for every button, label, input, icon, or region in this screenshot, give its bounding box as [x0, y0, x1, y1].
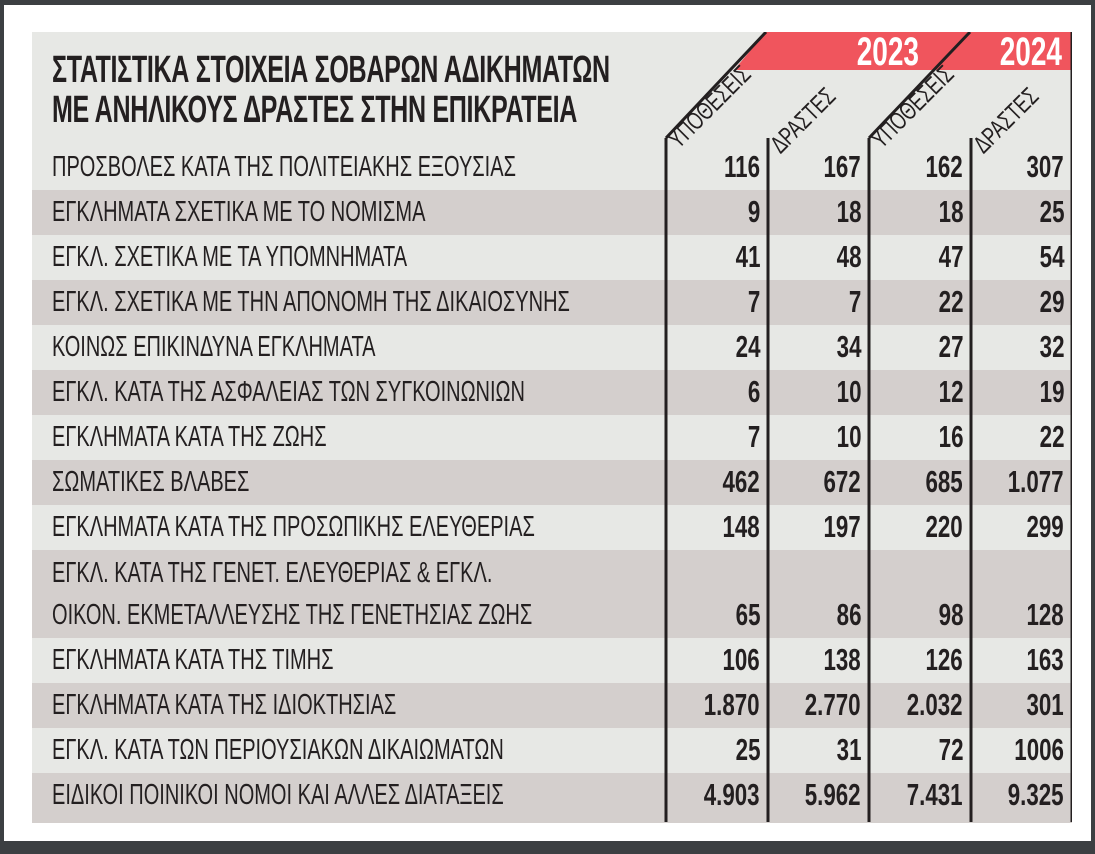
row-value: 54 [1039, 239, 1064, 274]
row-value: 65 [735, 597, 760, 632]
row-value: 7 [747, 419, 760, 454]
row-value: 9.325 [1008, 777, 1064, 812]
row-value: 1.870 [704, 687, 760, 722]
row-value: 10 [836, 419, 861, 454]
row-value: 5.962 [805, 777, 861, 812]
year-header-band [734, 32, 1072, 70]
row-value: 98 [938, 597, 963, 632]
row-value: 126 [925, 642, 963, 677]
row-value: 167 [823, 149, 861, 184]
row-value: 163 [1026, 642, 1064, 677]
row-label: ΕΓΚΛΗΜΑΤΑ ΚΑΤΑ ΤΗΣ ΖΩΗΣ [52, 421, 327, 453]
header-graphics [664, 32, 1072, 822]
row-value: 22 [938, 284, 963, 319]
row-value: 6 [747, 374, 760, 409]
row-value: 301 [1026, 687, 1064, 722]
table-row: ΕΓΚΛΗΜΑΤΑ ΚΑΤΑ ΤΗΣ ΖΩΗΣ 7 10 16 22 [32, 415, 1072, 460]
row-value: 7.431 [907, 777, 963, 812]
row-value: 128 [1026, 597, 1064, 632]
row-value: 307 [1026, 149, 1064, 184]
table-row: ΣΩΜΑΤΙΚΕΣ ΒΛΑΒΕΣ 462 672 685 1.077 [32, 460, 1072, 505]
row-value: 18 [836, 194, 861, 229]
row-value: 1.077 [1008, 464, 1064, 499]
table-row: ΕΓΚΛΗΜΑΤΑ ΚΑΤΑ ΤΗΣ ΙΔΙΟΚΤΗΣΙΑΣ 1.870 2.770… [32, 683, 1072, 728]
row-value: 16 [938, 419, 963, 454]
row-value: 86 [836, 597, 861, 632]
row-value: 32 [1039, 329, 1064, 364]
row-value: 462 [722, 464, 760, 499]
row-value: 22 [1039, 419, 1064, 454]
table-row: ΕΓΚΛ. ΚΑΤΑ ΤΗΣ ΓΕΝΕΤ. ΕΛΕΥΘΕΡΙΑΣ & ΕΓΚΛ.… [32, 550, 1072, 638]
row-value: 672 [823, 464, 861, 499]
row-value: 18 [938, 194, 963, 229]
row-value: 1006 [1014, 732, 1064, 767]
row-label: ΕΓΚΛ. ΚΑΤΑ ΤΗΣ ΓΕΝΕΤ. ΕΛΕΥΘΕΡΙΑΣ & ΕΓΚΛ. [52, 557, 493, 589]
row-label: ΕΓΚΛ. ΚΑΤΑ ΤΩΝ ΠΕΡΙΟΥΣΙΑΚΩΝ ΔΙΚΑΙΩΜΑΤΩΝ [52, 734, 504, 766]
row-label: ΕΙΔΙΚΟΙ ΠΟΙΝΙΚΟΙ ΝΟΜΟΙ ΚΑΙ ΑΛΛΕΣ ΔΙΑΤΑΞΕ… [52, 779, 504, 811]
row-value: 31 [836, 732, 861, 767]
row-label: ΕΓΚΛΗΜΑΤΑ ΣΧΕΤΙΚΑ ΜΕ ΤΟ ΝΟΜΙΣΜΑ [52, 196, 426, 228]
row-value: 148 [722, 509, 760, 544]
row-value: 48 [836, 239, 861, 274]
table-row: ΕΓΚΛ. ΣΧΕΤΙΚΑ ΜΕ ΤΑ ΥΠΟΜΝΗΜΑΤΑ 41 48 47 54 [32, 235, 1072, 280]
row-label: ΟΙΚΟΝ. ΕΚΜΕΤΑΛΛΕΥΣΗΣ ΤΗΣ ΓΕΝΕΤΗΣΙΑΣ ΖΩΗΣ [52, 599, 533, 631]
row-value: 72 [938, 732, 963, 767]
statistics-table: ΠΡΟΣΒΟΛΕΣ ΚΑΤΑ ΤΗΣ ΠΟΛΙΤΕΙΑΚΗΣ ΕΞΟΥΣΙΑΣ 1… [32, 30, 1072, 823]
table-row: ΕΓΚΛΗΜΑΤΑ ΣΧΕΤΙΚΑ ΜΕ ΤΟ ΝΟΜΙΣΜΑ 9 18 18 25 [32, 190, 1072, 235]
table-row: ΚΟΙΝΩΣ ΕΠΙΚΙΝΔΥΝΑ ΕΓΚΛΗΜΑΤΑ 24 34 27 32 [32, 325, 1072, 370]
table-title-line-2: ΜΕ ΑΝΗΛΙΚΟΥΣ ΔΡΑΣΤΕΣ ΣΤΗΝ ΕΠΙΚΡΑΤΕΙΑ [52, 89, 578, 131]
year-2023: 2023 [856, 30, 919, 74]
row-value: 106 [722, 642, 760, 677]
row-value: 7 [747, 284, 760, 319]
diagonal-divider-2024 [867, 32, 972, 140]
row-value: 299 [1026, 509, 1064, 544]
row-value: 9 [747, 194, 760, 229]
row-value: 7 [848, 284, 861, 319]
row-value: 220 [925, 509, 963, 544]
row-value: 19 [1039, 374, 1064, 409]
row-value: 2.032 [907, 687, 963, 722]
row-value: 29 [1039, 284, 1064, 319]
row-label: ΕΓΚΛ. ΚΑΤΑ ΤΗΣ ΑΣΦΑΛΕΙΑΣ ΤΩΝ ΣΥΓΚΟΙΝΩΝΙΩ… [52, 376, 525, 408]
row-label: ΕΓΚΛΗΜΑΤΑ ΚΑΤΑ ΤΗΣ ΠΡΟΣΩΠΙΚΗΣ ΕΛΕΥΘΕΡΙΑΣ [52, 511, 535, 543]
row-value: 162 [925, 149, 963, 184]
row-value: 4.903 [704, 777, 760, 812]
row-value: 138 [823, 642, 861, 677]
diagonal-divider-2023 [664, 32, 768, 140]
table-title-line-1: ΣΤΑΤΙΣΤΙΚΑ ΣΤΟΙΧΕΙΑ ΣΟΒΑΡΩΝ ΑΔΙΚΗΜΑΤΩΝ [52, 49, 610, 91]
table-row: ΕΓΚΛΗΜΑΤΑ ΚΑΤΑ ΤΗΣ ΠΡΟΣΩΠΙΚΗΣ ΕΛΕΥΘΕΡΙΑΣ… [32, 505, 1072, 550]
row-value: 25 [735, 732, 760, 767]
row-value: 47 [938, 239, 963, 274]
table-row: ΠΡΟΣΒΟΛΕΣ ΚΑΤΑ ΤΗΣ ΠΟΛΙΤΕΙΑΚΗΣ ΕΞΟΥΣΙΑΣ 1… [32, 145, 1072, 190]
row-label: ΚΟΙΝΩΣ ΕΠΙΚΙΝΔΥΝΑ ΕΓΚΛΗΜΑΤΑ [52, 331, 376, 363]
row-label: ΣΩΜΑΤΙΚΕΣ ΒΛΑΒΕΣ [52, 466, 250, 498]
row-value: 685 [925, 464, 963, 499]
row-label: ΠΡΟΣΒΟΛΕΣ ΚΑΤΑ ΤΗΣ ΠΟΛΙΤΕΙΑΚΗΣ ΕΞΟΥΣΙΑΣ [52, 151, 516, 183]
year-2024: 2024 [999, 30, 1062, 74]
row-value: 24 [735, 329, 760, 364]
row-value: 10 [836, 374, 861, 409]
row-value: 41 [735, 239, 760, 274]
row-label: ΕΓΚΛΗΜΑΤΑ ΚΑΤΑ ΤΗΣ ΙΔΙΟΚΤΗΣΙΑΣ [52, 689, 397, 721]
row-label: ΕΓΚΛΗΜΑΤΑ ΚΑΤΑ ΤΗΣ ΤΙΜΗΣ [52, 644, 334, 676]
row-label: ΕΓΚΛ. ΣΧΕΤΙΚΑ ΜΕ ΤΗΝ ΑΠΟΝΟΜΗ ΤΗΣ ΔΙΚΑΙΟΣ… [52, 286, 570, 318]
table-row: ΕΓΚΛ. ΣΧΕΤΙΚΑ ΜΕ ΤΗΝ ΑΠΟΝΟΜΗ ΤΗΣ ΔΙΚΑΙΟΣ… [32, 280, 1072, 325]
table-row: ΕΙΔΙΚΟΙ ΠΟΙΝΙΚΟΙ ΝΟΜΟΙ ΚΑΙ ΑΛΛΕΣ ΔΙΑΤΑΞΕ… [32, 773, 1072, 823]
row-value: 2.770 [805, 687, 861, 722]
row-value: 116 [723, 149, 760, 184]
row-value: 25 [1039, 194, 1064, 229]
row-value: 27 [938, 329, 963, 364]
table-row: ΕΓΚΛ. ΚΑΤΑ ΤΗΣ ΑΣΦΑΛΕΙΑΣ ΤΩΝ ΣΥΓΚΟΙΝΩΝΙΩ… [32, 370, 1072, 415]
row-label: ΕΓΚΛ. ΣΧΕΤΙΚΑ ΜΕ ΤΑ ΥΠΟΜΝΗΜΑΤΑ [52, 241, 408, 273]
table-row: ΕΓΚΛ. ΚΑΤΑ ΤΩΝ ΠΕΡΙΟΥΣΙΑΚΩΝ ΔΙΚΑΙΩΜΑΤΩΝ 2… [32, 728, 1072, 773]
page: ΠΡΟΣΒΟΛΕΣ ΚΑΤΑ ΤΗΣ ΠΟΛΙΤΕΙΑΚΗΣ ΕΞΟΥΣΙΑΣ 1… [4, 5, 1091, 841]
row-value: 34 [836, 329, 861, 364]
row-value: 12 [938, 374, 963, 409]
table-row: ΕΓΚΛΗΜΑΤΑ ΚΑΤΑ ΤΗΣ ΤΙΜΗΣ 106 138 126 163 [32, 638, 1072, 683]
row-value: 197 [823, 509, 861, 544]
